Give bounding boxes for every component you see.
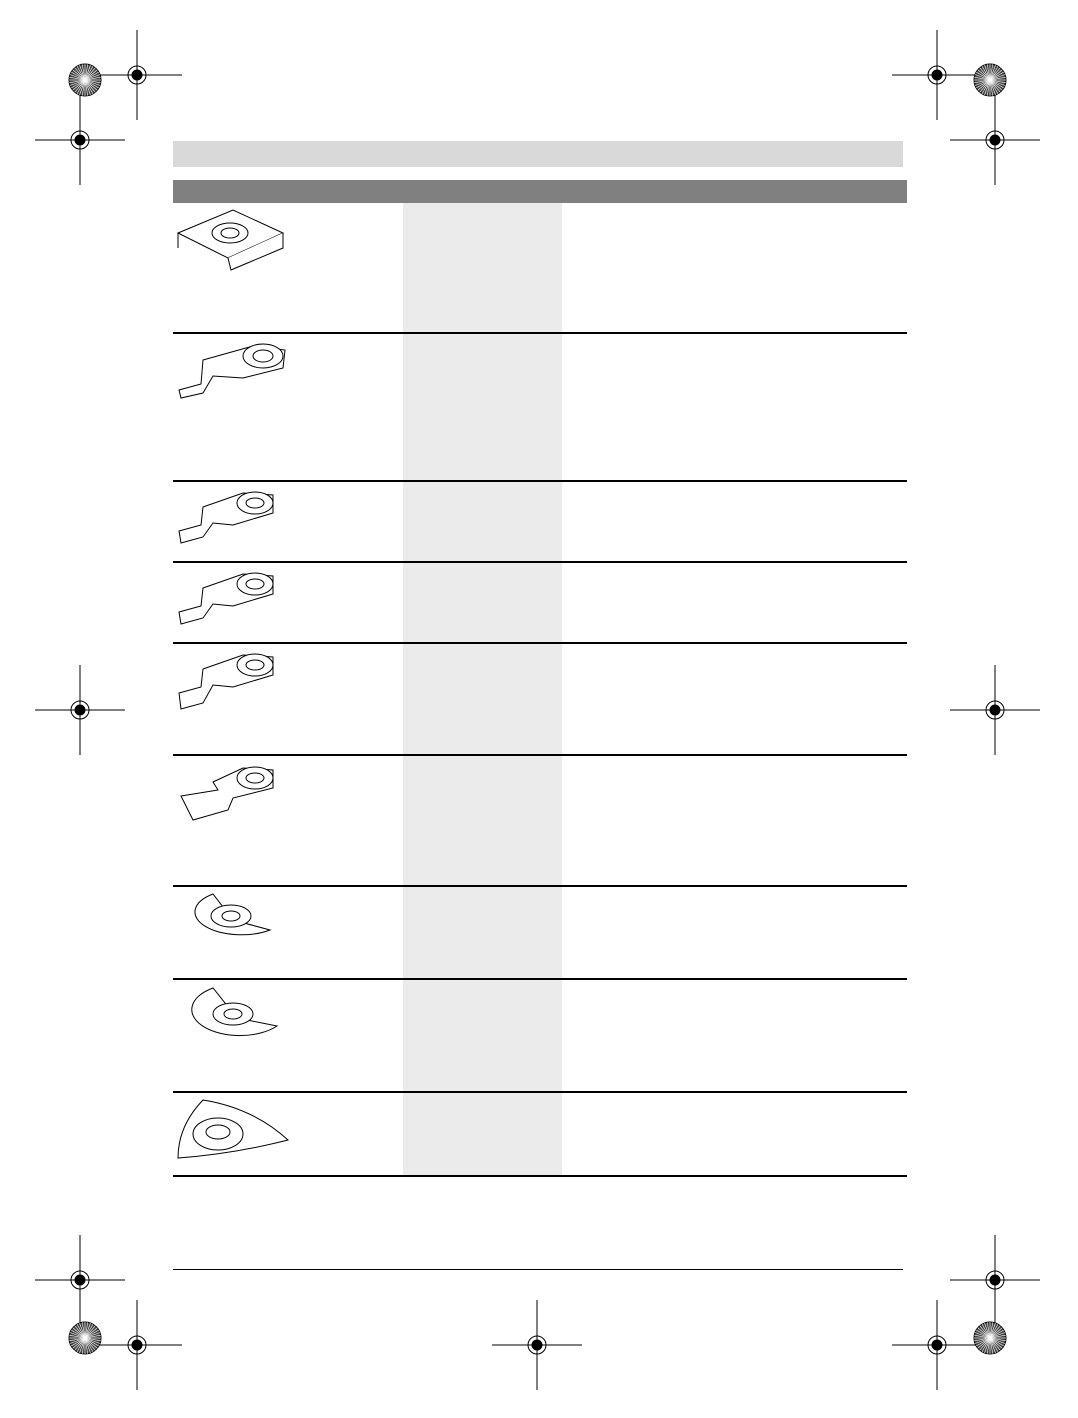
row-divider <box>173 642 907 644</box>
plunge-saw-blade-fine-tooth-icon <box>178 572 274 625</box>
plunge-saw-blade-narrow-icon <box>178 343 286 399</box>
registration-crosshair-icon <box>35 1235 125 1325</box>
row-divider <box>173 480 907 482</box>
registration-crosshair-icon <box>35 665 125 755</box>
segment-saw-blade-icon <box>194 893 272 936</box>
row-divider <box>173 885 907 887</box>
plunge-saw-blade-carbide-icon <box>178 653 274 710</box>
page-header-bar <box>173 141 903 167</box>
registration-crosshair-icon <box>950 665 1040 755</box>
plunge-saw-blade-icon <box>178 491 274 544</box>
row-divider <box>173 754 907 756</box>
footer-rule <box>173 1269 903 1270</box>
registration-crosshair-icon <box>892 30 982 120</box>
row-divider <box>173 978 907 980</box>
registration-crosshair-icon <box>35 95 125 185</box>
table-shaded-column <box>403 203 562 1176</box>
row-divider <box>173 561 907 563</box>
plunge-cutting-guide-icon <box>176 209 285 271</box>
color-wheel-icon <box>68 63 102 97</box>
registration-crosshair-icon <box>950 1235 1040 1325</box>
color-wheel-icon <box>973 1321 1007 1355</box>
table-header <box>173 180 907 203</box>
registration-crosshair-icon <box>492 1300 582 1390</box>
delta-sanding-plate-icon <box>177 1099 290 1159</box>
segment-saw-blade-large-icon <box>191 987 279 1037</box>
row-divider <box>173 1175 907 1177</box>
row-divider <box>173 1091 907 1093</box>
scraper-blade-icon <box>180 766 274 821</box>
color-wheel-icon <box>973 63 1007 97</box>
registration-crosshair-icon <box>950 95 1040 185</box>
row-divider <box>173 332 907 334</box>
registration-crosshair-icon <box>92 30 182 120</box>
color-wheel-icon <box>68 1321 102 1355</box>
registration-crosshair-icon <box>92 1300 182 1390</box>
registration-crosshair-icon <box>892 1300 982 1390</box>
